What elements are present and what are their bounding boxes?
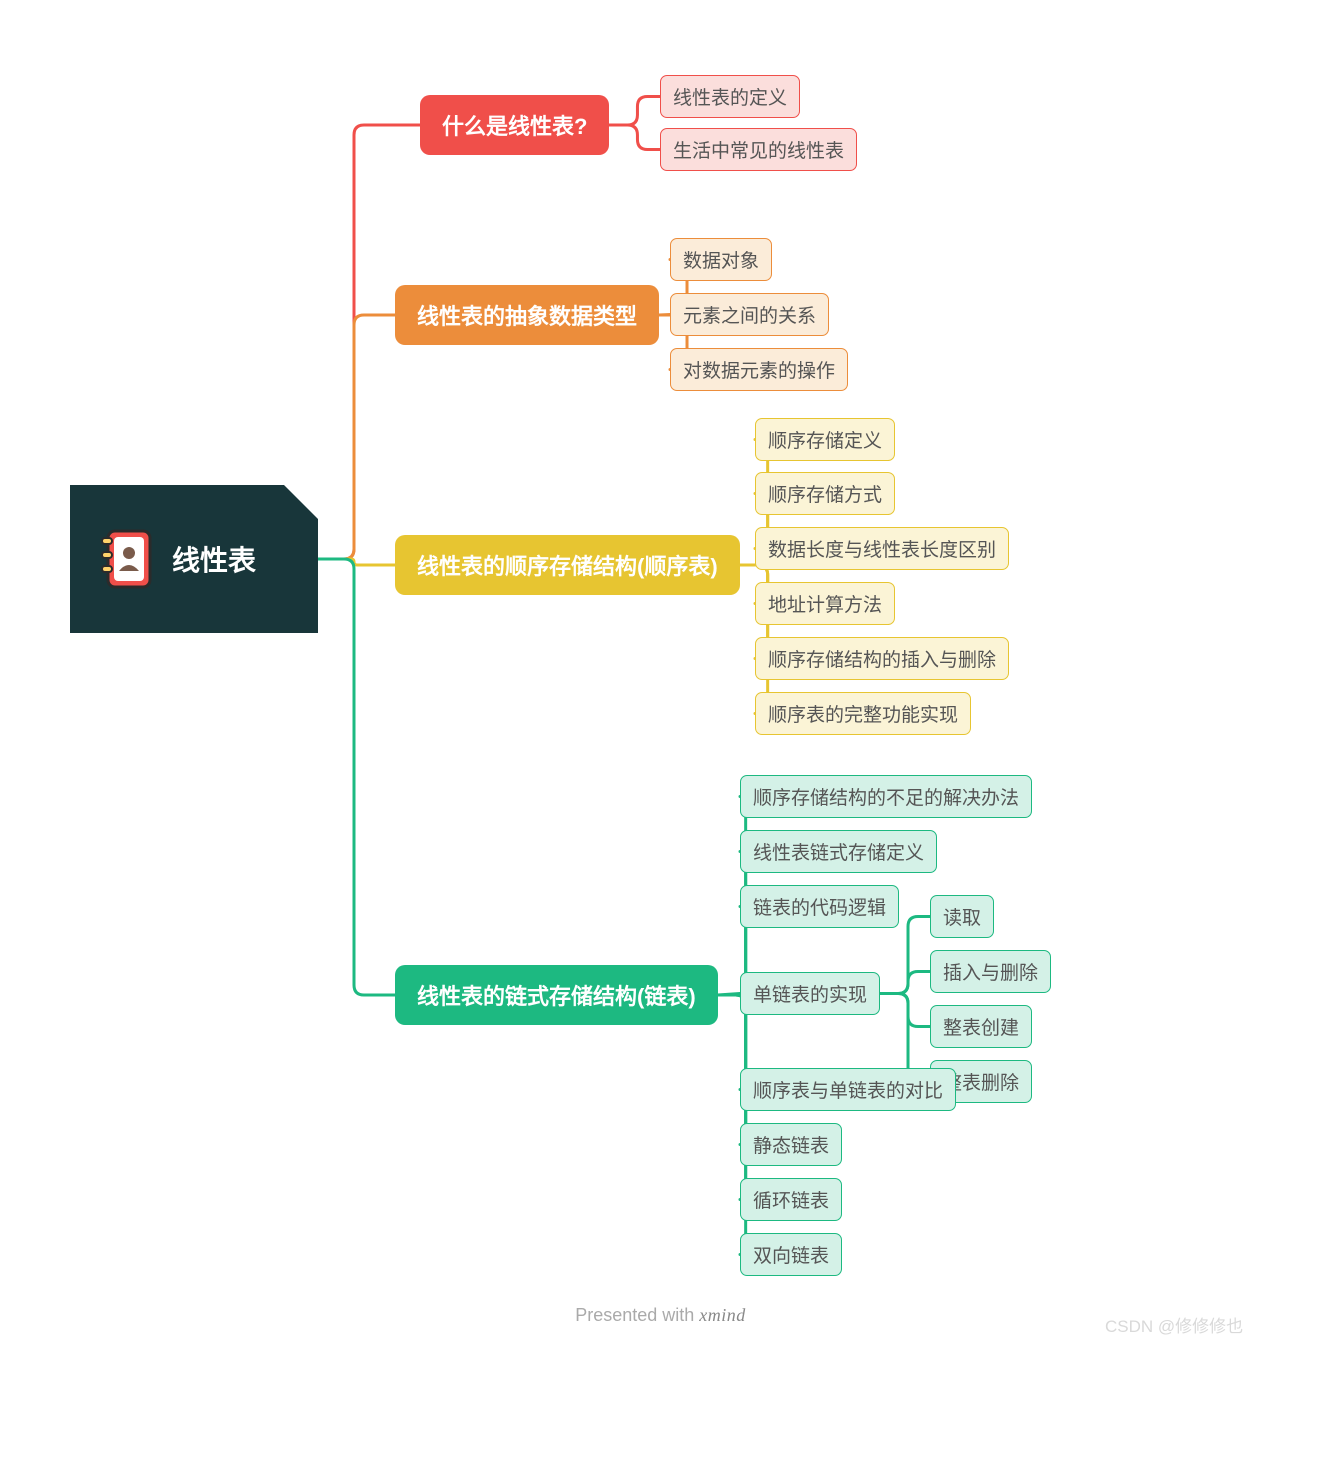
address-book-icon [98,527,154,591]
branch-node: 什么是线性表? [420,95,609,155]
leaf-node: 顺序存储定义 [755,418,895,461]
connector-canvas [0,0,1321,1468]
branch-node: 线性表的顺序存储结构(顺序表) [395,535,740,595]
leaf-node: 顺序存储结构的不足的解决办法 [740,775,1032,818]
watermark: CSDN @修修修也 [1105,1312,1243,1337]
leaf-node: 整表创建 [930,1005,1032,1048]
leaf-node: 数据长度与线性表长度区别 [755,527,1009,570]
footer-prefix: Presented with [575,1305,699,1325]
footer-brand: xmind [699,1305,746,1325]
leaf-node: 读取 [930,895,994,938]
leaf-node: 对数据元素的操作 [670,348,848,391]
branch-node: 线性表的链式存储结构(链表) [395,965,718,1025]
leaf-node: 线性表的定义 [660,75,800,118]
leaf-node: 循环链表 [740,1178,842,1221]
branch-node: 线性表的抽象数据类型 [395,285,659,345]
leaf-node: 顺序存储方式 [755,472,895,515]
root-node: 线性表 [70,485,318,633]
leaf-node: 顺序表的完整功能实现 [755,692,971,735]
leaf-node: 元素之间的关系 [670,293,829,336]
leaf-node: 单链表的实现 [740,972,880,1015]
root-label: 线性表 [172,539,256,579]
leaf-node: 静态链表 [740,1123,842,1166]
leaf-node: 生活中常见的线性表 [660,128,857,171]
leaf-node: 插入与删除 [930,950,1051,993]
leaf-node: 顺序存储结构的插入与删除 [755,637,1009,680]
leaf-node: 链表的代码逻辑 [740,885,899,928]
leaf-node: 数据对象 [670,238,772,281]
leaf-node: 双向链表 [740,1233,842,1276]
leaf-node: 线性表链式存储定义 [740,830,937,873]
leaf-node: 地址计算方法 [755,582,895,625]
leaf-node: 顺序表与单链表的对比 [740,1068,956,1111]
